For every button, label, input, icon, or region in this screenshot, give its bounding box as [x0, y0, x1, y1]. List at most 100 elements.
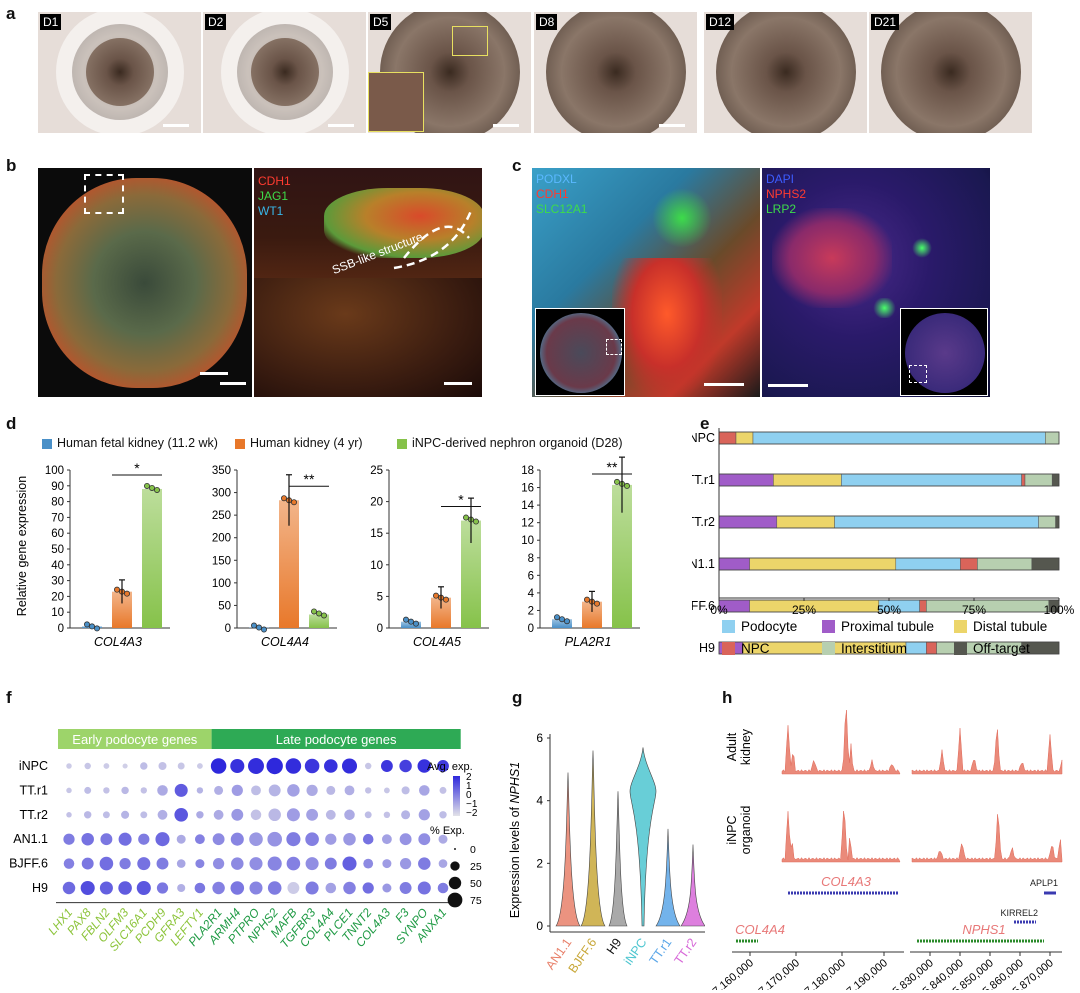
subplot-col4a3: 0 10 20 30 40 50 60 70 80 90 100 * COL4A3 [45, 460, 170, 649]
panel-c-left-image: PODXL CDH1 SLC12A1 [532, 168, 760, 397]
organoid-blob [880, 12, 1021, 133]
subplot-col4a5: 0 5 10 15 20 25 * COL4A5 [370, 465, 489, 649]
peak-track-right-0 [911, 728, 1063, 775]
avg-exp-tick: 0 [466, 790, 472, 801]
replicate-point [432, 592, 439, 599]
day-label-d12: D12 [706, 14, 735, 30]
dot-an1.1-gfra3 [176, 834, 186, 844]
y-tick-label: 50 [51, 544, 64, 556]
replicate-point [472, 518, 479, 525]
dot-bjff.6-armh4 [231, 857, 244, 870]
dot-bjff.6-col4a3 [382, 859, 392, 869]
violin-y-label: Expression levels of NPHS1 [508, 762, 522, 918]
stain-label-slc12a1: SLC12A1 [536, 202, 588, 216]
organoid-blob [545, 12, 686, 133]
dot-bjff.6-nphs2 [267, 856, 282, 871]
micrograph-d2: D2 [203, 12, 366, 133]
y-tick-label: 0 [225, 623, 231, 635]
pct-exp-dot [450, 861, 460, 871]
gene-col4a4: COL4A4 [735, 922, 785, 937]
segment-npc [926, 641, 937, 655]
replicate-point [94, 625, 101, 632]
y-tick-label: 16 [521, 483, 534, 495]
segment-off-target [1031, 557, 1060, 571]
micrograph-d8: D8 [534, 12, 697, 133]
row-label-h9: H9 [699, 641, 715, 655]
bar-col4a4-1 [279, 500, 299, 628]
panel-g-violin: Expression levels of NPHS10246AN1.1BJFF.… [508, 731, 705, 976]
y-tick-label: 100 [212, 578, 231, 590]
dot-h9-col4a3 [382, 883, 392, 893]
legend-swatch [722, 642, 735, 655]
segment-distal-tubule [776, 515, 835, 529]
segment-off-target [1051, 473, 1060, 487]
y-tick-label: 200 [212, 533, 231, 545]
legend-swatch [822, 642, 835, 655]
dot-tt.r2-mafb [286, 808, 300, 822]
legend-swatch [822, 620, 835, 633]
gene-label-col4a3: COL4A3 [94, 635, 142, 649]
panel-letter-g: g [512, 688, 523, 707]
y-tick-label: 12 [521, 518, 534, 530]
dot-tt.r1-pcdh9 [157, 785, 168, 796]
track-label: organoid [739, 806, 753, 855]
dot-an1.1-plce1 [343, 832, 356, 846]
dot-h9-tgfbr3 [305, 881, 319, 895]
y-tick-label: 90 [51, 481, 64, 493]
dot-tt.r2-nphs2 [268, 808, 281, 822]
replicate-point [124, 590, 131, 597]
day-label-d21: D21 [871, 14, 900, 30]
segment-npc [919, 599, 927, 613]
dot-tt.r1-synpo [419, 785, 430, 796]
y-tick-label: 0 [377, 623, 383, 635]
panel-letter-b: b [6, 156, 17, 175]
pct-exp-dot [448, 876, 462, 890]
organoid-blob [715, 12, 856, 133]
dot-tt.r2-plce1 [344, 809, 355, 821]
dot-h9-pcdh9 [156, 882, 169, 894]
dot-tt.r1-gfra3 [174, 783, 188, 797]
gene-label-col4a5: COL4A5 [413, 635, 461, 649]
replicate-point [462, 514, 469, 521]
halo [221, 12, 349, 133]
dot-h9-gfra3 [177, 883, 186, 893]
dot-bjff.6-synpo [418, 857, 431, 870]
replicate-point [148, 484, 155, 491]
y-tick-label: 8 [528, 553, 534, 565]
dot-an1.1-ptpro [249, 832, 263, 846]
subplot-col4a4: 0 50 100 150 200 250 300 350 ** COL4A4 [212, 465, 337, 649]
segment-interstitium [1024, 473, 1053, 487]
inset-zoom [368, 72, 424, 132]
violin-tt.r2 [680, 844, 705, 927]
dot-h9-ptpro [249, 881, 263, 895]
y-tick-label: 30 [51, 576, 64, 588]
dot-an1.1-slc16a1 [138, 833, 150, 845]
dot-an1.1-lhx1 [63, 833, 75, 845]
dot-an1.1-mafb [286, 832, 301, 847]
segment-distal-tubule [749, 557, 897, 571]
legend-swatch [722, 620, 735, 633]
y-tick-label: 70 [51, 512, 64, 524]
dot-h9-tnnt2 [362, 882, 374, 894]
dot-bjff.6-ptpro [249, 857, 263, 871]
dot-bjff.6-tnnt2 [363, 858, 374, 869]
segment-podocyte [905, 641, 927, 655]
day-label-d2: D2 [205, 14, 227, 30]
segment-podocyte [834, 515, 1039, 529]
replicate-point [310, 608, 317, 615]
row-label-an1.1: AN1.1 [692, 557, 715, 571]
y-tick-label: 0 [58, 623, 64, 635]
dot-bjff.6-f3 [399, 857, 412, 870]
violin-y-tick: 4 [536, 794, 543, 808]
dot-h9-fbln2 [99, 881, 113, 895]
y-tick-label: 80 [51, 497, 64, 509]
dot-inpc-nphs2 [266, 757, 283, 775]
dot-bjff.6-pax8 [81, 857, 94, 870]
late-genes-header-bg [211, 729, 461, 749]
panel-letter-f: f [6, 688, 12, 707]
dot-inpc-pcdh9 [158, 761, 167, 771]
bar-pla2r1-0 [552, 619, 572, 628]
bar-pla2r1-2 [612, 484, 632, 628]
dot-bjff.6-olfm3 [119, 857, 131, 870]
subplot-pla2r1: 0 2 4 6 8 10 12 14 16 18 ** PLA2R1 [521, 456, 640, 649]
